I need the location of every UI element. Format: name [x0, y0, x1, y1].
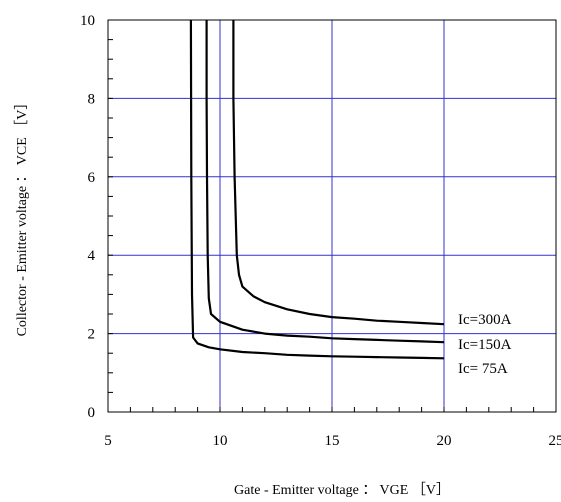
x-tick-label-10: 10	[213, 433, 228, 449]
x-tick-label-15: 15	[325, 433, 340, 449]
y-tick-label-8: 8	[88, 91, 96, 107]
x-tick-label-25: 25	[549, 433, 561, 449]
y-tick-label-4: 4	[88, 248, 96, 264]
y-axis-title: Collector - Emitter voltage ： VCE ［V］	[14, 96, 30, 337]
series-label-2: Ic= 75A	[458, 361, 508, 377]
x-axis-title: Gate - Emitter voltage ： VGE ［V］	[234, 482, 450, 498]
y-tick-label-2: 2	[88, 327, 96, 343]
y-tick-label-0: 0	[88, 405, 96, 421]
y-tick-label-6: 6	[88, 170, 96, 186]
series-labels: Ic=300A Ic=150A Ic= 75A	[458, 312, 512, 377]
x-tick-label-5: 5	[104, 433, 112, 449]
series-label-0: Ic=300A	[458, 312, 512, 328]
series-label-1: Ic=150A	[458, 337, 512, 353]
x-tick-label-20: 20	[437, 433, 452, 449]
y-tick-label-10: 10	[80, 13, 95, 29]
